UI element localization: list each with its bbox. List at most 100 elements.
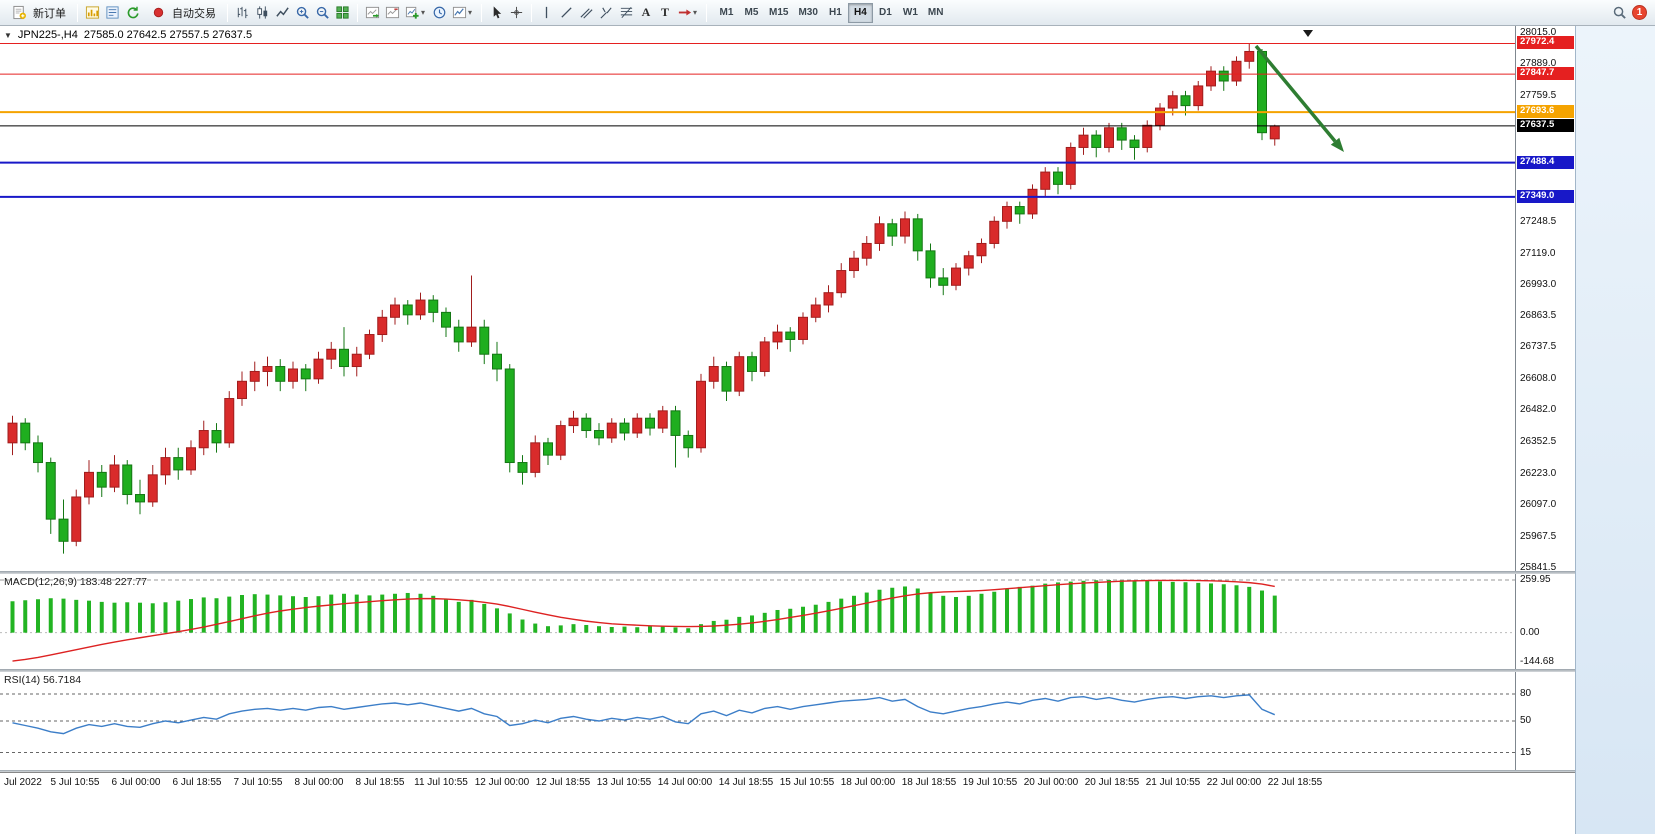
cursor-icon[interactable] — [487, 3, 506, 23]
timeframe-button-h4[interactable]: H4 — [847, 2, 873, 23]
candle-body — [632, 417, 643, 434]
candle-body — [109, 464, 120, 488]
price-level-badge[interactable]: 27488.4 — [1517, 155, 1574, 169]
line-chart-icon[interactable] — [273, 3, 292, 23]
y-axis-label: 26352.5 — [1520, 436, 1557, 448]
rsi-axis-label: 15 — [1520, 746, 1532, 758]
search-icon[interactable] — [1610, 3, 1629, 23]
timeframe-button-m15[interactable]: M15 — [764, 3, 793, 23]
timeframe-button-m30[interactable]: M30 — [793, 3, 822, 23]
timeframe-button-m1[interactable]: M1 — [714, 3, 739, 23]
timeframe-button-mn[interactable]: MN — [923, 3, 949, 23]
text-tool-icon[interactable]: A — [641, 5, 651, 19]
symbol-info-bar: ▼ JPN225-,H4 27585.0 27642.5 27557.5 276… — [4, 29, 252, 41]
macd-signal-line — [12, 579, 1275, 662]
timeframe-button-d1[interactable]: D1 — [873, 3, 898, 23]
candle-body — [45, 462, 56, 520]
auto-trading-button[interactable]: 自动交易 — [143, 2, 222, 24]
channel-tool-icon[interactable] — [577, 3, 596, 23]
candle-body — [581, 417, 592, 432]
zoom-in-icon[interactable] — [293, 3, 312, 23]
candle-body — [288, 368, 298, 382]
candle-body — [708, 366, 719, 382]
candle-body — [861, 242, 872, 259]
refresh-icon[interactable] — [123, 3, 142, 23]
y-axis-label: 25841.5 — [1520, 562, 1557, 573]
toolbar: 新订单 自动交易 — [0, 0, 1655, 26]
trend-arrow-annotation[interactable] — [1254, 44, 1337, 143]
price-level-badge[interactable]: 27349.0 — [1517, 189, 1574, 203]
candle-body — [1014, 206, 1025, 215]
fibonacci-tool-icon[interactable] — [617, 3, 636, 23]
time-axis-label: 20 Jul 00:00 — [1023, 777, 1079, 788]
arrows-tool-icon[interactable] — [675, 3, 694, 23]
rsi-canvas[interactable] — [0, 672, 1515, 770]
candle-body — [696, 380, 706, 449]
vertical-line-tool-icon[interactable] — [537, 3, 556, 23]
candlestick-chart-icon[interactable] — [253, 3, 272, 23]
time-axis-label: 19 Jul 10:55 — [962, 777, 1018, 788]
dropdown-caret-icon[interactable]: ▾ — [693, 8, 698, 17]
candle-body — [147, 474, 158, 503]
candle-body — [339, 348, 349, 368]
crosshair-icon[interactable] — [507, 3, 526, 23]
market-watch-icon[interactable] — [103, 3, 122, 23]
new-order-icon — [10, 3, 29, 23]
price-level-badge[interactable]: 27637.5 — [1517, 118, 1574, 132]
macd-axis-label: 0.00 — [1520, 626, 1540, 638]
one-click-collapse-icon[interactable]: ▼ — [4, 30, 12, 40]
trendline-tool-icon[interactable] — [557, 3, 576, 23]
candle-body — [1167, 95, 1178, 109]
candle-body — [645, 417, 655, 429]
dropdown-caret-icon[interactable]: ▾ — [421, 8, 426, 17]
auto-scroll-icon[interactable] — [363, 3, 382, 23]
zoom-out-icon[interactable] — [313, 3, 332, 23]
candle-body — [198, 430, 209, 449]
charts-icon[interactable] — [83, 3, 102, 23]
candle-body — [721, 366, 732, 392]
panel-separator[interactable] — [0, 669, 1575, 672]
candle-body — [313, 358, 324, 380]
candle-body — [1142, 124, 1153, 148]
new-order-button[interactable]: 新订单 — [4, 2, 72, 24]
price-level-badge[interactable]: 27693.6 — [1517, 105, 1574, 119]
panel-separator[interactable] — [0, 571, 1575, 574]
candle-body — [300, 368, 311, 380]
candle-body — [71, 496, 82, 542]
timeframe-button-m5[interactable]: M5 — [739, 3, 764, 23]
timeframe-button-h1[interactable]: H1 — [823, 3, 848, 23]
candle-body — [351, 353, 362, 368]
chart-shift-icon[interactable] — [383, 3, 402, 23]
candle-body — [555, 425, 566, 456]
timeframe-button-w1[interactable]: W1 — [898, 3, 923, 23]
time-axis-label: 8 Jul 00:00 — [294, 777, 344, 788]
bar-chart-icon[interactable] — [233, 3, 252, 23]
candle-body — [619, 422, 630, 434]
chart-shift-marker-icon[interactable] — [1303, 30, 1313, 37]
price-level-badge[interactable]: 27847.7 — [1517, 67, 1574, 81]
price-level-badge[interactable]: 27972.4 — [1517, 36, 1574, 50]
time-axis[interactable]: Jul 2022 5 Jul 10:55 6 Jul 00:00 6 Jul 18:5… — [0, 772, 1575, 792]
time-axis-label: 18 Jul 00:00 — [840, 777, 896, 788]
time-axis-label: 5 Jul 10:55 — [50, 777, 100, 788]
ohlc-readout: 27585.0 27642.5 27557.5 27637.5 — [83, 29, 253, 41]
price-chart-canvas[interactable] — [0, 26, 1515, 571]
label-tool-icon[interactable]: T — [660, 5, 669, 19]
price-axis[interactable]: 28015.0 27889.0 27759.5 27248.5 27119.0 26993… — [1515, 26, 1575, 573]
candle-body — [657, 410, 668, 429]
time-axis-label: 15 Jul 10:55 — [779, 777, 835, 788]
pitchfork-tool-icon[interactable] — [597, 3, 616, 23]
add-indicator-icon[interactable] — [403, 3, 422, 23]
period-clock-icon[interactable] — [430, 3, 449, 23]
tile-windows-icon[interactable] — [333, 3, 352, 23]
chart-properties-icon[interactable] — [450, 3, 469, 23]
time-axis-label: 22 Jul 18:55 — [1267, 777, 1323, 788]
toolbar-separator — [481, 3, 482, 22]
macd-canvas[interactable] — [0, 574, 1515, 669]
candle-body — [900, 218, 910, 237]
candle-body — [441, 311, 451, 328]
dropdown-caret-icon[interactable]: ▾ — [468, 8, 473, 17]
candle-body — [670, 410, 681, 436]
y-axis-label: 26097.0 — [1520, 499, 1557, 511]
notification-badge[interactable]: 1 — [1632, 5, 1647, 20]
